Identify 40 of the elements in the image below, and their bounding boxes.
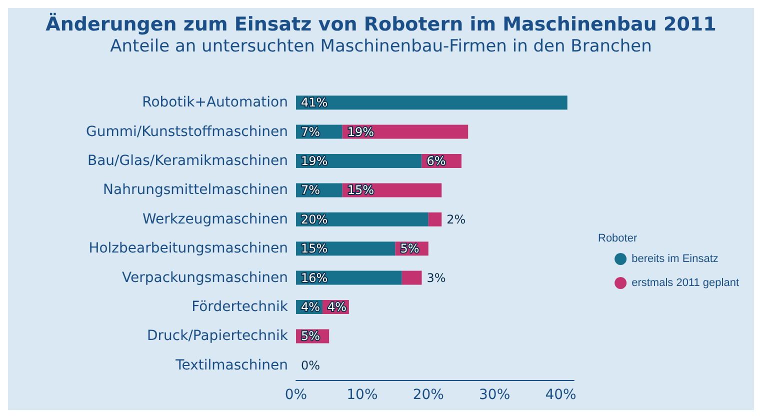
data-label: 15%	[301, 242, 328, 256]
bar	[296, 96, 568, 110]
data-label: 19%	[347, 124, 374, 139]
y-tick-label: Textilmaschinen	[174, 357, 288, 374]
bar	[402, 270, 422, 285]
y-tick-label: Werkzeugmaschinen	[142, 211, 288, 228]
data-label: 5%	[301, 329, 320, 344]
x-tick-label: 20%	[412, 387, 444, 403]
data-label: 6%	[426, 154, 446, 168]
data-label: 16%	[301, 270, 328, 285]
x-tick-label: 10%	[346, 387, 378, 403]
y-tick-label: Gummi/Kunststoffmaschinen	[86, 124, 288, 140]
x-tick-label: 30%	[479, 387, 510, 403]
y-tick-label: Nahrungsmittelmaschinen	[103, 182, 288, 198]
y-tick-label: Fördertechnik	[192, 299, 289, 315]
data-label: 19%	[301, 154, 328, 168]
y-tick-label: Verpackungsmaschinen	[122, 270, 288, 286]
data-label: 3%	[426, 270, 446, 285]
data-label: 5%	[400, 242, 420, 256]
legend-label: erstmals 2011 geplant	[632, 277, 740, 289]
data-label: 41%	[301, 96, 328, 110]
y-tick-label: Bau/Glas/Keramikmaschinen	[88, 153, 288, 169]
legend-title: Roboter	[598, 232, 638, 244]
y-tick-label: Robotik+Automation	[142, 94, 288, 111]
data-label: 4%	[327, 300, 347, 314]
bar	[428, 212, 442, 226]
data-label: 4%	[301, 300, 320, 314]
y-tick-label: Holzbearbeitungsmaschinen	[88, 240, 288, 257]
x-tick-label: 40%	[545, 387, 576, 403]
x-tick-label: 0%	[284, 387, 308, 403]
y-tick-label: Druck/Papiertechnik	[146, 328, 289, 344]
data-label: 0%	[301, 358, 320, 372]
data-label: 20%	[301, 212, 328, 226]
chart-title: Änderungen zum Einsatz von Robotern im Maschinenbau 2011	[46, 12, 716, 36]
data-label: 15%	[347, 183, 374, 198]
data-label: 7%	[301, 183, 320, 198]
legend-label: bereits im Einsatz	[632, 253, 718, 265]
data-label: 7%	[301, 124, 320, 139]
chart-subtitle: Anteile an untersuchten Maschinenbau-Firmen in den Branchen	[110, 36, 652, 56]
data-label: 2%	[446, 212, 466, 226]
